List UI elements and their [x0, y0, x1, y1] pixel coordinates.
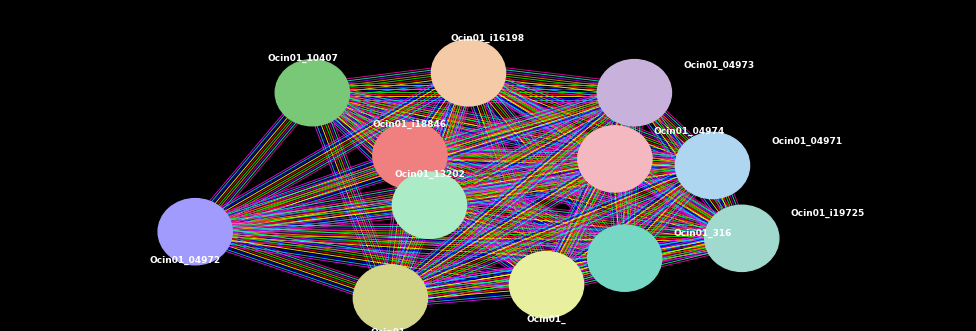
Text: Ocin01_i19725: Ocin01_i19725: [791, 209, 865, 218]
Text: Ocin01_04972: Ocin01_04972: [150, 256, 221, 265]
Text: Ocin01_10407: Ocin01_10407: [267, 54, 338, 63]
Text: Ocin01_i18846: Ocin01_i18846: [373, 120, 447, 129]
Text: Ocin01_: Ocin01_: [527, 314, 566, 324]
Ellipse shape: [705, 205, 779, 271]
Ellipse shape: [431, 40, 506, 106]
Text: Ocin01_: Ocin01_: [371, 328, 410, 331]
Text: Ocin01_316: Ocin01_316: [673, 229, 732, 238]
Ellipse shape: [353, 265, 427, 331]
Ellipse shape: [578, 126, 652, 192]
Ellipse shape: [392, 172, 467, 238]
Ellipse shape: [675, 132, 750, 199]
Text: Ocin01_i16198: Ocin01_i16198: [451, 34, 525, 43]
Ellipse shape: [158, 199, 232, 265]
Ellipse shape: [509, 252, 584, 318]
Text: Ocin01_04974: Ocin01_04974: [654, 126, 725, 136]
Text: Ocin01_04971: Ocin01_04971: [771, 136, 842, 146]
Ellipse shape: [588, 225, 662, 291]
Text: Ocin01_04973: Ocin01_04973: [683, 60, 754, 70]
Ellipse shape: [597, 60, 671, 126]
Ellipse shape: [275, 60, 349, 126]
Ellipse shape: [373, 122, 447, 189]
Text: Ocin01_13202: Ocin01_13202: [394, 169, 465, 179]
